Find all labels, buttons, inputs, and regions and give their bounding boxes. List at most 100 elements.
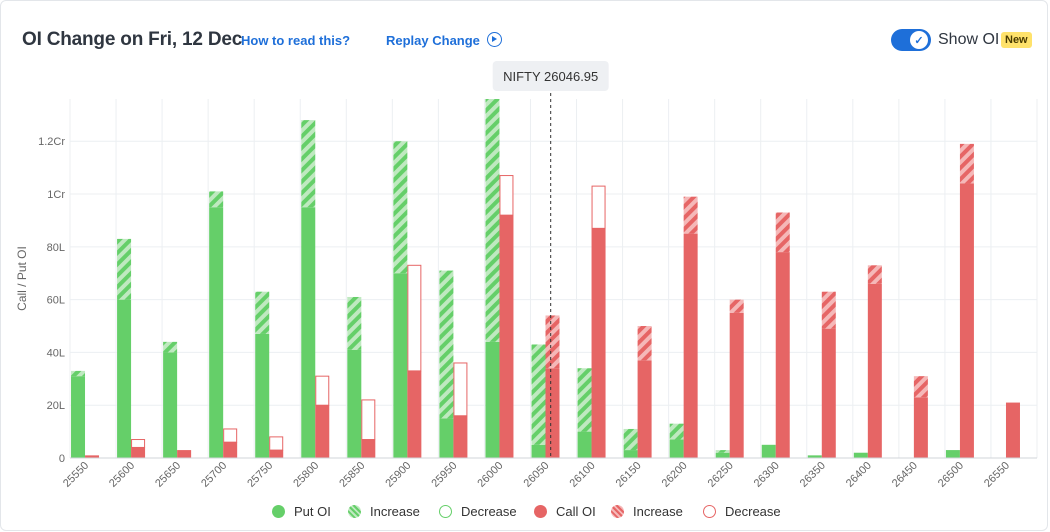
call-decrease-swatch	[703, 505, 716, 518]
call-oi-bar[interactable]	[315, 405, 330, 458]
call-decrease-bar[interactable]	[499, 175, 514, 216]
put-oi-bar[interactable]	[577, 431, 592, 458]
call-oi-bar[interactable]	[729, 312, 744, 458]
call-oi-bar[interactable]	[131, 447, 146, 458]
put-increase-swatch	[348, 505, 361, 518]
put-oi-bar[interactable]	[209, 207, 224, 458]
card-header: OI Change on Fri, 12 Dec How to read thi…	[1, 1, 1047, 79]
legend-call-oi-label: Call OI	[556, 504, 596, 519]
call-decrease-bar[interactable]	[131, 439, 146, 448]
call-decrease-bar[interactable]	[407, 264, 422, 372]
call-oi-bar[interactable]	[361, 439, 376, 458]
put-increase-bar[interactable]	[71, 370, 86, 377]
call-oi-bar[interactable]	[223, 442, 238, 458]
put-increase-bar[interactable]	[623, 428, 638, 451]
call-decrease-bar[interactable]	[269, 436, 284, 451]
call-oi-bar[interactable]	[85, 455, 100, 458]
put-increase-bar[interactable]	[669, 423, 684, 440]
call-increase-bar[interactable]	[959, 143, 974, 184]
x-tick-label: 26550	[982, 460, 1012, 490]
x-tick-label: 26150	[614, 460, 644, 490]
put-oi-bar[interactable]	[945, 450, 960, 458]
call-increase-bar[interactable]	[913, 376, 928, 398]
y-tick-label: 60L	[47, 295, 65, 307]
put-increase-bar[interactable]	[117, 238, 132, 300]
call-oi-bar[interactable]	[269, 450, 284, 458]
put-increase-bar[interactable]	[715, 450, 730, 453]
legend-put-oi-label: Put OI	[294, 504, 331, 519]
put-increase-bar[interactable]	[393, 141, 408, 274]
how-to-read-link[interactable]: How to read this?	[241, 33, 351, 48]
call-oi-bar[interactable]	[683, 233, 698, 458]
new-badge: New	[1001, 32, 1032, 48]
put-oi-bar[interactable]	[623, 450, 638, 458]
call-increase-bar[interactable]	[729, 299, 744, 313]
x-tick-label: 26350	[798, 460, 828, 490]
call-increase-bar[interactable]	[867, 265, 882, 284]
x-tick-label: 25900	[383, 460, 413, 490]
call-decrease-bar[interactable]	[315, 375, 330, 406]
put-oi-bar[interactable]	[71, 376, 86, 458]
put-oi-bar[interactable]	[669, 439, 684, 458]
call-oi-bar[interactable]	[545, 368, 560, 458]
show-oi-toggle[interactable]: ✓	[891, 29, 931, 51]
call-oi-bar[interactable]	[867, 283, 882, 458]
put-increase-bar[interactable]	[301, 120, 316, 208]
legend-call-oi[interactable]: Call OI	[534, 504, 596, 519]
x-tick-label: 26100	[568, 460, 598, 490]
legend-put-increase-label: Increase	[370, 504, 420, 519]
call-decrease-bar[interactable]	[453, 362, 468, 417]
call-oi-swatch	[534, 505, 547, 518]
call-oi-bar[interactable]	[591, 228, 606, 458]
put-increase-bar[interactable]	[485, 99, 500, 342]
legend-put-increase[interactable]: Increase	[348, 504, 420, 519]
call-oi-bar[interactable]	[407, 370, 422, 458]
x-tick-label: 25950	[429, 460, 459, 490]
put-increase-bar[interactable]	[439, 270, 454, 419]
call-decrease-bar[interactable]	[223, 428, 238, 443]
call-oi-bar[interactable]	[959, 183, 974, 458]
legend-put-oi[interactable]: Put OI	[272, 504, 331, 519]
put-oi-bar[interactable]	[347, 349, 362, 458]
call-decrease-bar[interactable]	[591, 185, 606, 229]
replay-change-button[interactable]: Replay Change	[386, 32, 502, 48]
put-increase-bar[interactable]	[347, 296, 362, 350]
call-oi-bar[interactable]	[637, 360, 652, 458]
put-oi-bar[interactable]	[439, 418, 454, 458]
put-oi-bar[interactable]	[163, 352, 178, 458]
call-increase-bar[interactable]	[683, 196, 698, 234]
call-increase-bar[interactable]	[545, 315, 560, 369]
put-increase-bar[interactable]	[163, 341, 178, 353]
put-oi-bar[interactable]	[761, 444, 776, 458]
call-oi-bar[interactable]	[453, 415, 468, 458]
put-oi-bar[interactable]	[807, 455, 822, 458]
put-oi-bar[interactable]	[393, 273, 408, 458]
put-oi-bar[interactable]	[715, 452, 730, 458]
call-oi-bar[interactable]	[499, 215, 514, 458]
put-increase-bar[interactable]	[577, 368, 592, 432]
put-oi-bar[interactable]	[531, 444, 546, 458]
call-increase-swatch	[611, 505, 624, 518]
call-increase-bar[interactable]	[821, 291, 836, 329]
put-oi-bar[interactable]	[255, 333, 270, 458]
call-oi-bar[interactable]	[913, 397, 928, 458]
call-oi-bar[interactable]	[1005, 402, 1020, 458]
call-oi-bar[interactable]	[775, 252, 790, 458]
legend-call-increase[interactable]: Increase	[611, 504, 683, 519]
put-oi-bar[interactable]	[301, 207, 316, 458]
page-title: OI Change on Fri, 12 Dec	[22, 29, 243, 50]
put-increase-bar[interactable]	[209, 191, 224, 208]
call-increase-bar[interactable]	[775, 212, 790, 253]
put-increase-bar[interactable]	[255, 291, 270, 334]
legend-put-decrease[interactable]: Decrease	[439, 504, 517, 519]
put-oi-bar[interactable]	[117, 299, 132, 458]
call-increase-bar[interactable]	[637, 326, 652, 361]
x-tick-label: 26050	[522, 460, 552, 490]
legend-call-decrease[interactable]: Decrease	[703, 504, 781, 519]
call-oi-bar[interactable]	[821, 328, 836, 458]
put-oi-bar[interactable]	[485, 341, 500, 458]
call-decrease-bar[interactable]	[361, 399, 376, 441]
put-increase-bar[interactable]	[531, 344, 546, 445]
call-oi-bar[interactable]	[177, 450, 192, 458]
put-oi-bar[interactable]	[853, 452, 868, 458]
